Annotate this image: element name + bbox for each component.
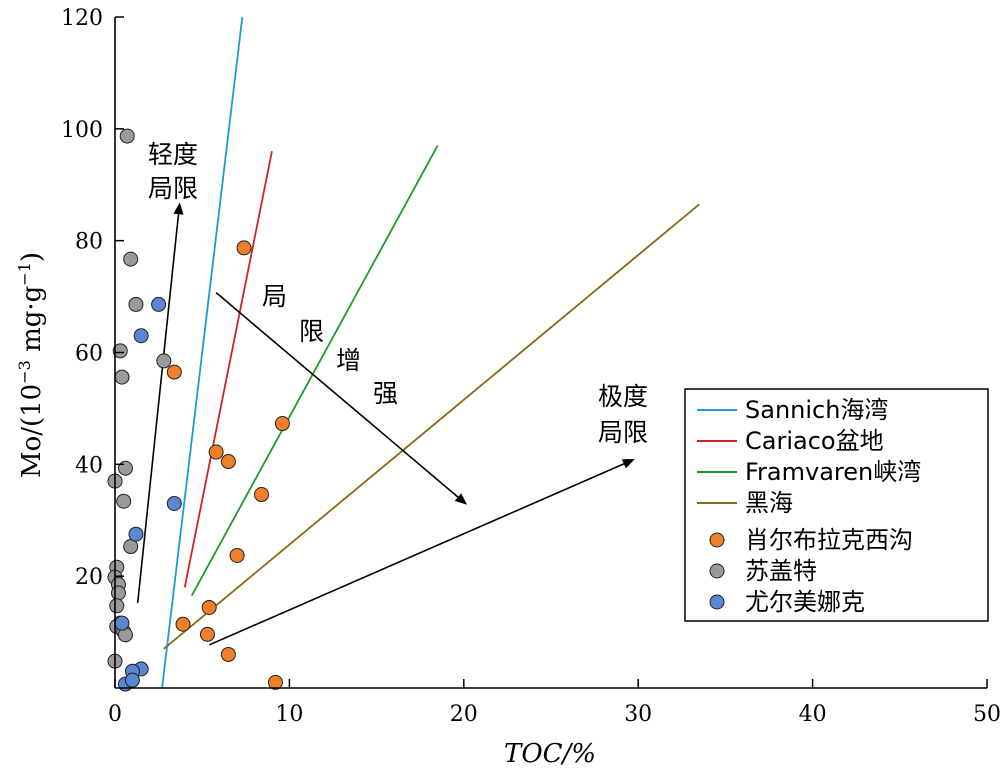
data-point-series-1 bbox=[128, 296, 144, 312]
x-axis-title-text: TOC/% bbox=[504, 739, 596, 769]
legend-label-sugaite: 苏盖特 bbox=[745, 557, 817, 585]
legend-label-xiaoerbulake: 肖尔布拉克西沟 bbox=[745, 526, 913, 554]
data-point-series-1 bbox=[112, 343, 128, 359]
legend-label-cariaco: Cariaco盆地 bbox=[745, 427, 884, 455]
data-point-series-0 bbox=[166, 364, 182, 380]
data-point-series-0 bbox=[229, 547, 245, 563]
x-tick-label: 10 bbox=[275, 702, 303, 727]
arrow-0 bbox=[136, 202, 184, 604]
y-axis-title: Mo/(10−3 mg·g−1) bbox=[15, 252, 47, 478]
legend-label-sannich: Sannich海湾 bbox=[745, 396, 888, 424]
legend-marker-xiaoerbulake bbox=[709, 532, 725, 548]
legend-label-framvaren: Framvaren峡湾 bbox=[745, 458, 921, 486]
x-axis-title: TOC/% bbox=[504, 739, 596, 769]
annotation-restriction-increase: 局 限 增 强 bbox=[262, 282, 398, 408]
x-tick-label: 0 bbox=[108, 702, 122, 727]
data-point-series-0 bbox=[236, 240, 252, 256]
data-point-series-0 bbox=[208, 444, 224, 460]
y-tick-label: 100 bbox=[61, 118, 103, 143]
trend-line-0 bbox=[161, 16, 244, 689]
data-point-series-0 bbox=[199, 626, 215, 642]
annotation-mild-restriction: 轻度 局限 bbox=[148, 140, 206, 203]
arrow-2 bbox=[208, 459, 635, 646]
legend-marker-sugaite bbox=[709, 563, 725, 579]
legend-box bbox=[684, 388, 989, 622]
legend-label-black-sea: 黑海 bbox=[745, 489, 793, 517]
y-axis-ticks: 20 40 60 80 100 120 bbox=[61, 6, 124, 590]
data-point-series-2 bbox=[166, 495, 182, 511]
x-tick-label: 50 bbox=[973, 702, 1000, 727]
data-point-series-0 bbox=[201, 599, 217, 615]
data-point-series-1 bbox=[156, 353, 172, 369]
y-tick-label: 120 bbox=[61, 6, 103, 31]
data-point-series-1 bbox=[109, 598, 125, 614]
data-point-series-2 bbox=[128, 526, 144, 542]
annotation-extreme-restriction: 极度 局限 bbox=[598, 382, 656, 447]
data-point-series-0 bbox=[253, 487, 269, 503]
x-tick-label: 40 bbox=[799, 702, 827, 727]
data-point-series-2 bbox=[124, 672, 140, 688]
data-point-series-2 bbox=[114, 615, 130, 631]
trend-line-1 bbox=[183, 151, 273, 588]
y-tick-label: 20 bbox=[75, 565, 103, 590]
arrow-1 bbox=[215, 292, 468, 505]
data-point-series-0 bbox=[220, 454, 236, 470]
data-point-series-2 bbox=[133, 328, 149, 344]
trend-line-3 bbox=[163, 203, 700, 650]
data-point-series-0 bbox=[274, 416, 290, 432]
y-tick-label: 80 bbox=[75, 230, 103, 255]
legend-marker-yuermeinake bbox=[709, 594, 725, 610]
data-point-series-0 bbox=[220, 646, 236, 662]
legend-label-yuermeinake: 尤尔美娜克 bbox=[745, 588, 865, 616]
data-point-series-1 bbox=[114, 369, 130, 385]
trend-line-2 bbox=[190, 145, 439, 597]
y-tick-label: 40 bbox=[75, 453, 103, 478]
data-point-series-0 bbox=[267, 674, 283, 690]
data-point-series-1 bbox=[119, 128, 135, 144]
plot-area bbox=[107, 16, 700, 692]
legend: Sannich海湾 Cariaco盆地 Framvaren峡湾 黑海 肖尔布拉克… bbox=[684, 388, 989, 622]
x-axis-ticks: 0 10 20 30 40 50 bbox=[108, 679, 1000, 727]
y-tick-label: 60 bbox=[75, 342, 103, 367]
x-tick-label: 30 bbox=[624, 702, 652, 727]
data-point-series-1 bbox=[110, 585, 126, 601]
data-point-series-2 bbox=[151, 296, 167, 312]
data-point-series-1 bbox=[116, 493, 132, 509]
data-point-series-0 bbox=[175, 616, 191, 632]
data-point-series-1 bbox=[123, 251, 139, 267]
data-point-series-1 bbox=[117, 460, 133, 476]
x-tick-label: 20 bbox=[450, 702, 478, 727]
